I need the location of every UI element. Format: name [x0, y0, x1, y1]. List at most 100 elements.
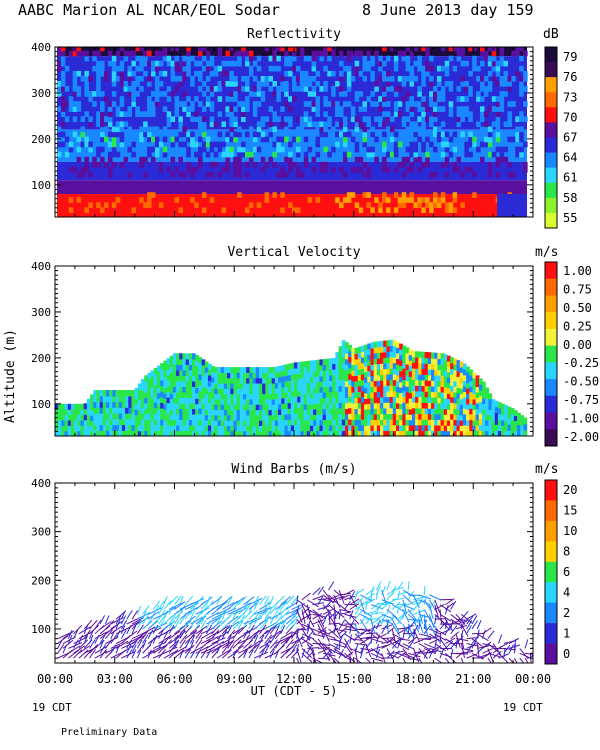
reflectivity-cell	[464, 96, 469, 102]
velocity-cell	[207, 363, 212, 370]
velocity-cell	[198, 413, 203, 420]
velocity-cell	[294, 367, 298, 375]
wind-barb	[455, 639, 459, 649]
velocity-cell	[386, 345, 391, 353]
velocity-cell	[411, 402, 416, 409]
reflectivity-cell	[366, 146, 371, 153]
colorbar-swatch	[545, 47, 557, 63]
velocity-cell	[246, 425, 250, 432]
reflectivity-cell	[495, 70, 501, 77]
wind-barb	[142, 634, 149, 644]
velocity-cell	[217, 398, 222, 405]
velocity-cell	[466, 398, 470, 405]
reflectivity-cell	[268, 86, 274, 92]
reflectivity-cell	[115, 151, 121, 158]
velocity-cell	[341, 430, 346, 436]
velocity-cell	[306, 414, 311, 421]
reflectivity-cell	[323, 131, 328, 138]
velocity-cell	[488, 398, 493, 405]
velocity-cell	[268, 398, 273, 405]
velocity-cell	[494, 424, 499, 431]
wind-barb	[67, 629, 73, 639]
wind-barb	[163, 606, 177, 615]
velocity-cell	[300, 414, 305, 421]
velocity-cell	[446, 377, 451, 384]
reflectivity-cell	[295, 171, 301, 178]
colorbar-swatch	[545, 362, 557, 380]
wind-barb	[120, 619, 128, 630]
reflectivity-cell	[107, 131, 113, 138]
colorbar-swatch	[545, 152, 557, 168]
velocity-cell	[354, 369, 359, 377]
reflectivity-cell	[323, 86, 328, 92]
reflectivity-cell	[119, 70, 125, 77]
reflectivity-cell	[362, 65, 368, 72]
velocity-cell	[367, 408, 372, 415]
reflectivity-cell	[260, 136, 266, 143]
velocity-cell	[105, 390, 110, 397]
velocity-cell	[332, 374, 337, 381]
velocity-cell	[201, 375, 206, 382]
velocity-cell	[504, 410, 509, 417]
wind-barb	[429, 646, 439, 654]
velocity-cell	[160, 407, 164, 415]
velocity-cell	[265, 388, 270, 395]
velocity-cell	[424, 363, 429, 370]
velocity-cell	[150, 397, 155, 404]
velocity-cell	[319, 392, 324, 399]
reflectivity-cell	[115, 126, 121, 133]
reflectivity-cell	[96, 81, 101, 87]
reflectivity-cell	[378, 55, 383, 62]
velocity-cell	[236, 425, 241, 432]
velocity-cell	[230, 398, 235, 405]
velocity-cell	[255, 404, 260, 411]
velocity-cell	[405, 363, 410, 371]
reflectivity-cell	[487, 126, 493, 133]
wind-barb	[131, 639, 138, 649]
wind-barb	[349, 598, 360, 606]
reflectivity-cell	[150, 136, 156, 143]
velocity-cell	[402, 419, 407, 426]
reflectivity-cell	[92, 50, 97, 57]
velocity-cell	[472, 420, 477, 427]
velocity-cell	[243, 367, 247, 373]
reflectivity-cell	[127, 75, 133, 82]
velocity-cell	[220, 377, 225, 384]
velocity-cell	[507, 412, 512, 419]
wind-barb	[365, 600, 368, 610]
velocity-cell	[472, 383, 477, 389]
velocity-cell	[437, 352, 442, 360]
velocity-cell	[86, 425, 91, 432]
velocity-cell	[309, 360, 314, 367]
wind-barb	[259, 640, 272, 649]
reflectivity-cell	[299, 81, 305, 87]
velocity-cell	[163, 403, 168, 410]
velocity-cell	[446, 419, 451, 426]
reflectivity-cell	[417, 136, 422, 143]
velocity-cell	[450, 407, 454, 415]
reflectivity-cell	[100, 116, 105, 123]
velocity-cell	[360, 345, 365, 352]
wind-barb	[216, 595, 222, 605]
velocity-cell	[482, 392, 486, 399]
velocity-cell	[332, 380, 337, 387]
wind-barb	[221, 596, 233, 606]
reflectivity-cell	[511, 101, 516, 107]
reflectivity-cell	[436, 106, 442, 112]
reflectivity-cell	[307, 101, 313, 107]
wind-barb	[168, 639, 180, 649]
reflectivity-cell	[323, 50, 328, 57]
reflectivity-cell	[288, 47, 293, 52]
velocity-cell	[427, 402, 432, 409]
reflectivity-cell	[483, 86, 489, 92]
velocity-cell	[376, 341, 381, 348]
wind-barb	[280, 649, 290, 659]
reflectivity-cell	[433, 101, 438, 107]
reflectivity-cell	[339, 106, 344, 112]
velocity-cell	[278, 425, 282, 432]
reflectivity-cell	[417, 126, 422, 133]
velocity-cell	[332, 419, 337, 426]
reflectivity-cell	[417, 197, 422, 203]
reflectivity-cell	[339, 75, 344, 82]
reflectivity-cell	[154, 75, 160, 82]
